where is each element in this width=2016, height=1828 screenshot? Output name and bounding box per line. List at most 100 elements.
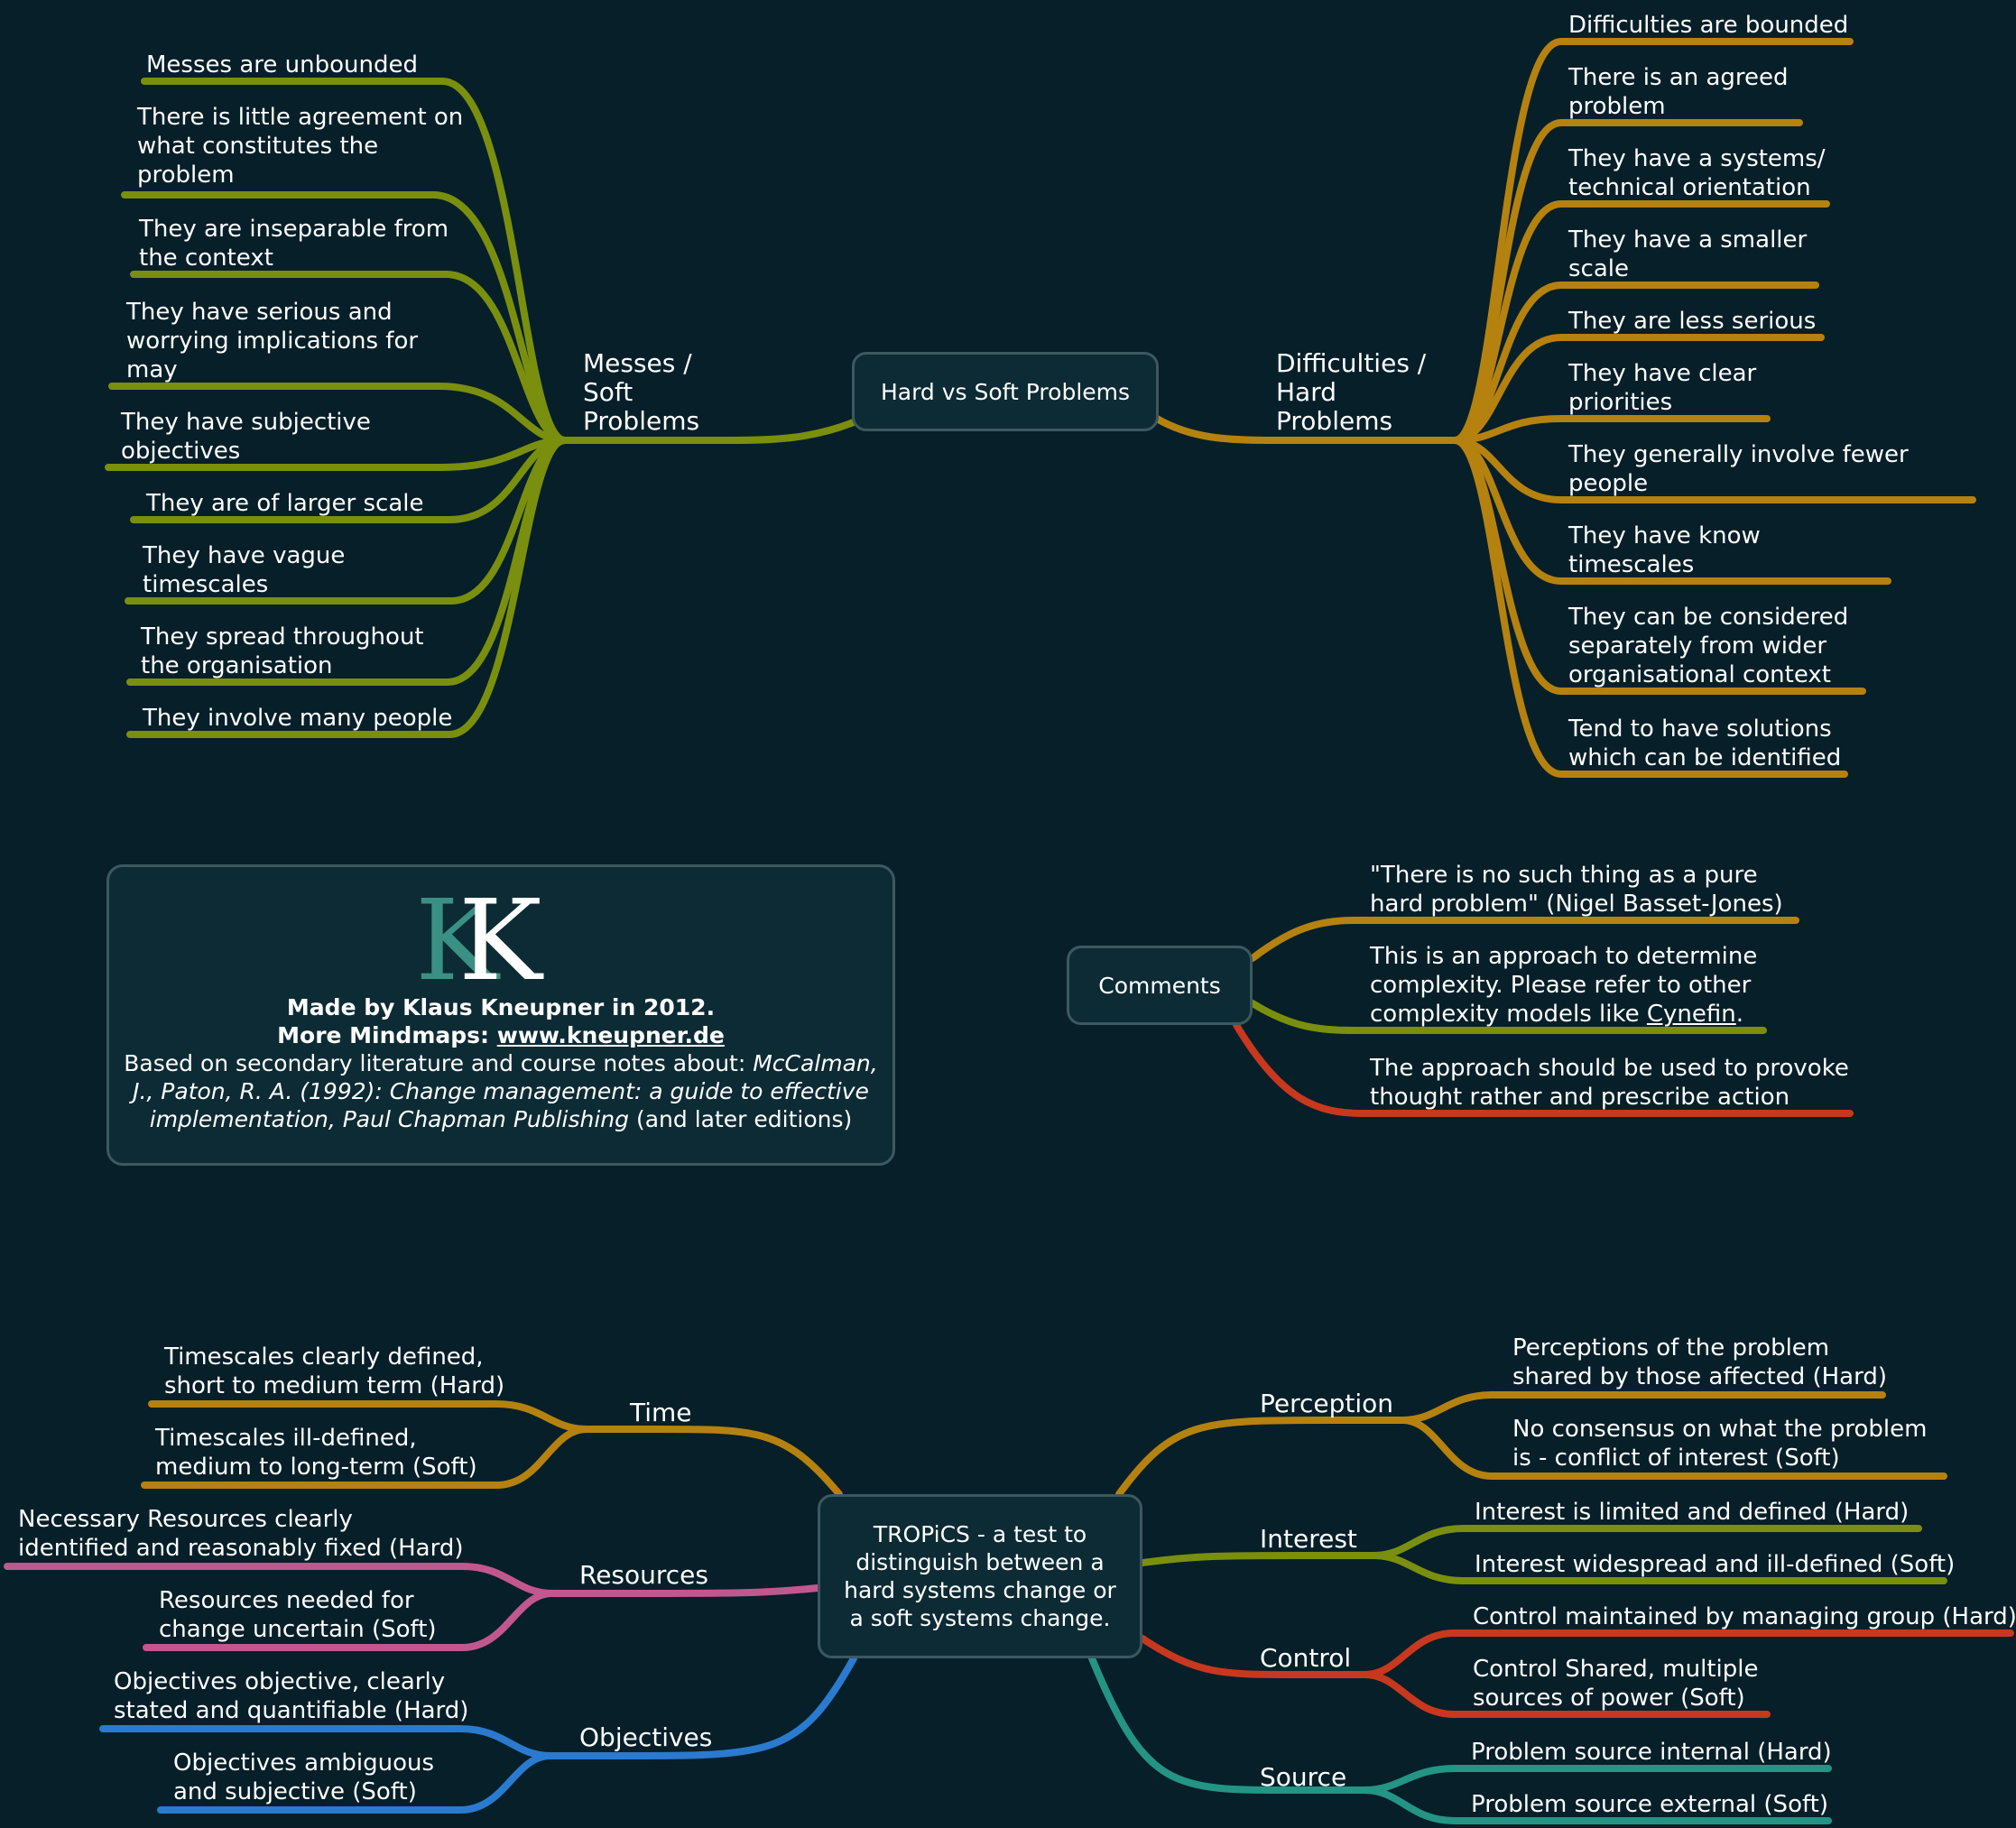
difficulties-hard-problems-topic[interactable]: Difficulties / Hard Problems [1276, 349, 1426, 436]
tropics-time-item-1-line: Timescales clearly defined, [164, 1343, 484, 1371]
tropics-objectives-item-2[interactable]: Objectives ambiguous and subjective (Soft… [173, 1749, 434, 1806]
reference-suffix: (and later editions) [629, 1106, 853, 1132]
messes-soft-problems-topic-line: Messes / [583, 348, 692, 378]
tropics-resources-item-1[interactable]: Necessary Resources clearly identified an… [18, 1505, 463, 1563]
tropics-objectives-item-1-line: stated and quantifiable (Hard) [114, 1697, 469, 1724]
comment-item-provoke-line: The approach should be used to provoke [1370, 1055, 1849, 1082]
messes-item-2-line: problem [137, 162, 235, 189]
messes-item-3-line: the context [139, 245, 273, 272]
tropics-time-item-1[interactable]: Timescales clearly defined, short to medi… [164, 1343, 504, 1400]
tropics-perception-topic[interactable]: Perception [1260, 1389, 1393, 1418]
made-by-line: Made by Klaus Kneupner in 2012. [286, 994, 716, 1020]
messes-item-7[interactable]: They have vague timescales [143, 541, 345, 599]
difficulties-item-7[interactable]: They generally involve fewer people [1568, 440, 1909, 498]
tropics-control-item-1[interactable]: Control maintained by managing group (Ha… [1473, 1602, 2016, 1631]
messes-item-9[interactable]: They involve many people [143, 704, 452, 733]
messes-item-8[interactable]: They spread throughout the organisation [141, 623, 424, 680]
difficulties-item-4[interactable]: They have a smaller scale [1568, 226, 1807, 283]
reference-part-1: McCalman, [753, 1050, 878, 1076]
messes-item-7-line: timescales [143, 571, 269, 598]
edge-tropics-resources-item-2 [143, 1590, 556, 1651]
tropics-interest-topic-line: Interest [1260, 1524, 1357, 1554]
messes-item-6-line: They are of larger scale [146, 490, 424, 517]
tropics-resources-item-2-line: change uncertain (Soft) [159, 1616, 437, 1643]
difficulties-item-8-line: They have know [1568, 522, 1761, 549]
edge-tropics-time [583, 1426, 843, 1498]
messes-item-5-line: objectives [121, 438, 241, 465]
edge-tropics-source-item-2 [1361, 1786, 1832, 1824]
difficulties-item-2-line: There is an agreed [1568, 64, 1789, 91]
difficulties-item-10[interactable]: Tend to have solutions which can be ident… [1568, 715, 1841, 772]
tropics-control-item-2[interactable]: Control Shared, multiple sources of power… [1473, 1655, 1758, 1713]
tropics-time-item-2[interactable]: Timescales ill-defined, medium to long-te… [155, 1424, 477, 1482]
tropics-control-topic-line: Control [1260, 1643, 1352, 1673]
messes-item-4-line: worrying implications for [126, 328, 419, 355]
comment-item-pure-hard[interactable]: "There is no such thing as a pure hard pr… [1370, 861, 1783, 919]
tropics-objectives-item-1[interactable]: Objectives objective, clearly stated and … [114, 1667, 468, 1725]
edge-tropics-interest [1139, 1552, 1377, 1566]
difficulties-item-9-line: They can be considered [1568, 604, 1849, 631]
hard-vs-soft-center-node[interactable]: Hard vs Soft Problems [852, 352, 1159, 431]
tropics-resources-item-2[interactable]: Resources needed for change uncertain (So… [159, 1586, 437, 1644]
edge-tropics-resources [549, 1584, 821, 1597]
difficulties-item-6[interactable]: They have clear priorities [1568, 359, 1756, 417]
tropics-interest-item-1[interactable]: Interest is limited and defined (Hard) [1475, 1498, 1909, 1527]
difficulties-item-5[interactable]: They are less serious [1568, 307, 1816, 336]
edge-comment-2 [1249, 1000, 1767, 1034]
tropics-center-label: TROPiCS - a test to distinguish between … [844, 1521, 1116, 1631]
based-on-line: Based on secondary literature and course… [109, 1049, 892, 1077]
tropics-time-topic[interactable]: Time [630, 1399, 692, 1427]
tropics-resources-item-2-line: Resources needed for [159, 1587, 414, 1614]
difficulties-item-7-line: people [1568, 470, 1649, 497]
tropics-perception-item-1[interactable]: Perceptions of the problem shared by thos… [1512, 1334, 1887, 1391]
tropics-source-item-2[interactable]: Problem source external (Soft) [1471, 1790, 1828, 1819]
tropics-perception-item-2[interactable]: No consensus on what the problem is - con… [1512, 1415, 1927, 1473]
difficulties-item-3-line: technical orientation [1568, 174, 1811, 201]
difficulties-item-4-line: scale [1568, 255, 1629, 282]
comment-complexity-line-3-end: . [1735, 1001, 1743, 1028]
tropics-source-topic[interactable]: Source [1260, 1763, 1346, 1792]
difficulties-item-8[interactable]: They have know timescales [1568, 522, 1761, 579]
tropics-control-topic[interactable]: Control [1260, 1644, 1351, 1673]
tropics-objectives-topic[interactable]: Objectives [579, 1723, 712, 1752]
comments-center-label: Comments [1098, 972, 1221, 999]
tropics-interest-item-1-line: Interest is limited and defined (Hard) [1475, 1499, 1910, 1526]
svg-text:K: K [458, 885, 544, 986]
tropics-source-item-1[interactable]: Problem source internal (Hard) [1471, 1738, 1832, 1767]
comment-item-provoke-line: thought rather and prescribe action [1370, 1084, 1790, 1111]
messes-item-3[interactable]: They are inseparable from the context [139, 215, 449, 272]
comment-item-pure-hard-line: "There is no such thing as a pure [1370, 862, 1758, 889]
tropics-objectives-item-2-line: Objectives ambiguous [173, 1750, 434, 1777]
hard-vs-soft-center-label: Hard vs Soft Problems [880, 378, 1131, 405]
difficulties-item-1[interactable]: Difficulties are bounded [1568, 11, 1848, 40]
messes-item-2[interactable]: There is little agreement on what constit… [137, 103, 463, 189]
comments-center-node[interactable]: Comments [1067, 946, 1253, 1025]
tropics-control-item-1-line: Control maintained by managing group (Ha… [1473, 1603, 2016, 1630]
tropics-time-topic-line: Time [630, 1398, 692, 1427]
tropics-time-item-2-line: medium to long-term (Soft) [155, 1454, 477, 1481]
difficulties-item-1-line: Difficulties are bounded [1568, 12, 1849, 39]
messes-item-5[interactable]: They have subjective objectives [121, 408, 371, 466]
messes-item-4[interactable]: They have serious and worrying implicatio… [126, 298, 418, 384]
tropics-resources-topic[interactable]: Resources [579, 1561, 708, 1590]
edge-comment-1 [1249, 917, 1799, 962]
difficulties-item-10-line: Tend to have solutions [1568, 716, 1832, 743]
messes-item-1[interactable]: Messes are unbounded [146, 51, 418, 79]
difficulties-item-2[interactable]: There is an agreed problem [1568, 63, 1789, 121]
tropics-objectives-topic-line: Objectives [579, 1722, 713, 1752]
kk-logo-icon: K K [415, 885, 544, 986]
messes-soft-problems-topic[interactable]: Messes / Soft Problems [583, 349, 699, 436]
difficulties-item-3[interactable]: They have a systems/technical orientatio… [1568, 144, 1826, 202]
messes-item-4-line: may [126, 356, 178, 383]
difficulties-hard-problems-topic-line: Difficulties / [1276, 348, 1427, 378]
tropics-interest-item-2[interactable]: Interest widespread and ill-defined (Sof… [1475, 1550, 1955, 1579]
kneupner-link[interactable]: www.kneupner.de [496, 1022, 725, 1048]
messes-item-7-line: They have vague [143, 542, 346, 569]
tropics-interest-topic[interactable]: Interest [1260, 1525, 1357, 1554]
difficulties-item-9[interactable]: They can be considered separately from wi… [1568, 603, 1848, 689]
messes-item-6[interactable]: They are of larger scale [146, 489, 423, 518]
comment-item-provoke[interactable]: The approach should be used to provoke th… [1370, 1054, 1849, 1112]
tropics-center-node[interactable]: TROPiCS - a test to distinguish between … [818, 1494, 1142, 1658]
cynefin-link[interactable]: Cynefin [1646, 1001, 1736, 1028]
